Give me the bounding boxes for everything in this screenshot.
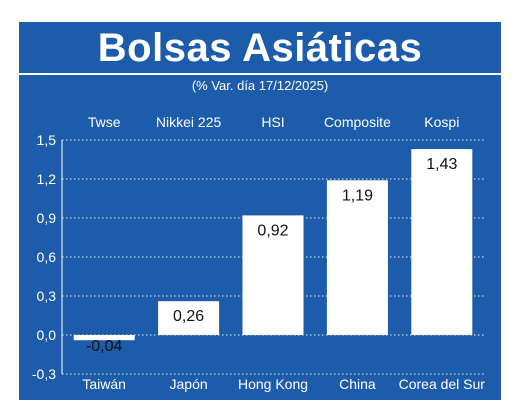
bar-hong-kong (242, 215, 304, 335)
bar-china (326, 180, 388, 335)
index-name-label: Twse (88, 114, 121, 130)
y-tick-label: 1,5 (37, 132, 57, 148)
y-tick-label: 0,3 (37, 288, 57, 304)
index-name-label: Kospi (424, 114, 459, 130)
y-tick-label: 0,9 (37, 210, 57, 226)
y-tick-label: -0,3 (32, 366, 56, 382)
bar-value-label: 1,43 (426, 156, 457, 173)
bar-value-label: 1,19 (342, 187, 373, 204)
index-name-label: HSI (261, 114, 284, 130)
bar-value-label: 0,26 (173, 308, 204, 325)
chart-title: Bolsas Asiáticas (97, 26, 423, 70)
index-name-label: Composite (324, 114, 391, 130)
bar-japón (158, 301, 220, 335)
bar-value-label: -0,04 (86, 338, 123, 355)
bar-corea-del-sur (411, 149, 473, 335)
category-label: Japón (170, 376, 208, 392)
category-label: China (339, 376, 376, 392)
category-label: Taiwán (82, 376, 126, 392)
bar-taiwán (73, 335, 135, 341)
y-tick-label: 0,0 (37, 327, 57, 343)
chart-subtitle: (% Var. día 17/12/2025) (191, 78, 329, 93)
category-label: Corea del Sur (399, 376, 486, 392)
bar-value-label: 0,92 (257, 222, 288, 239)
category-label: Hong Kong (238, 376, 308, 392)
title-divider (19, 73, 501, 75)
index-name-label: Nikkei 225 (156, 114, 222, 130)
y-tick-label: 1,2 (37, 171, 57, 187)
y-tick-label: 0,6 (37, 249, 57, 265)
